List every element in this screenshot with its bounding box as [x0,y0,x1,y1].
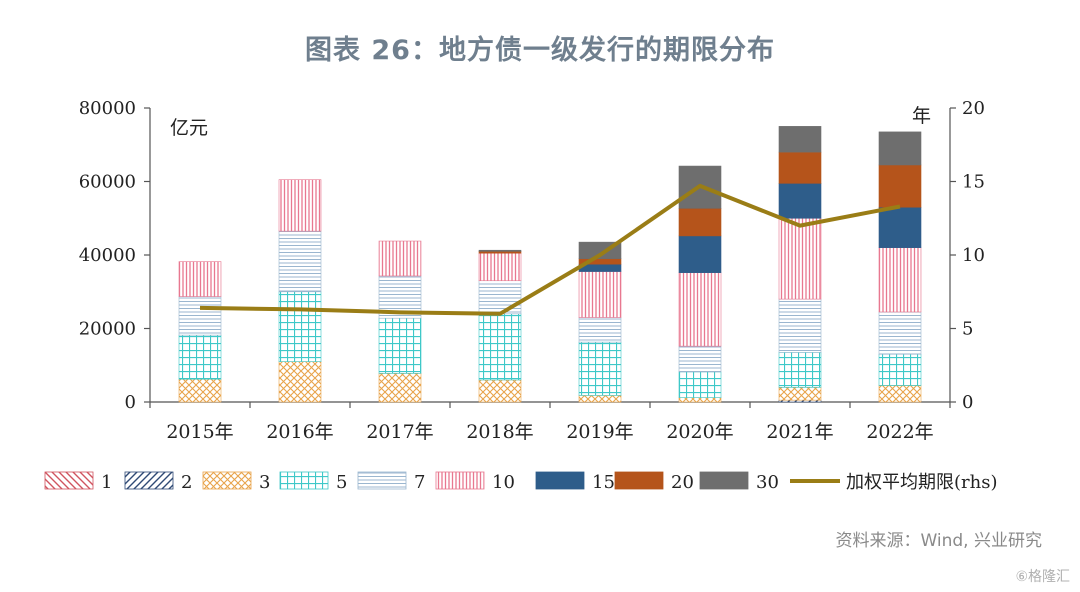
x-tick-label: 2022年 [866,421,933,443]
y-tick-label-left: 20000 [79,319,136,340]
legend-swatch [357,471,407,490]
bar-segment [778,386,822,401]
legend-swatch [435,471,485,490]
bar-segment [278,291,322,362]
x-tick-label: 2017年 [366,421,433,443]
bar-segment [378,240,422,277]
legend-swatch [44,471,94,490]
y-left-unit: 亿元 [170,117,208,139]
bar-segment [778,126,822,153]
watermark: ⑥格隆汇 [1015,569,1070,585]
bar-segment [878,131,922,166]
y-tick-label-right: 0 [962,392,973,413]
legend-label: 20 [671,472,694,493]
bar-segment [878,311,922,355]
bar-segment [178,296,222,336]
x-tick-label: 2021年 [766,421,833,443]
y-tick-label-left: 60000 [79,172,136,193]
chart-title: 图表 26：地方债一级发行的期限分布 [305,35,775,66]
bar-segment [278,179,322,232]
y-tick-label-left: 80000 [79,98,136,119]
y-tick-label-left: 40000 [79,245,136,266]
bar-segment [778,217,822,300]
legend-label: 10 [492,472,515,493]
legend-label: 15 [592,472,615,493]
bar-segment [578,317,622,343]
y-tick-label-right: 5 [962,319,973,340]
bar-segment [678,272,722,347]
legend-swatch [614,471,664,490]
bar-segment [678,208,722,237]
bar-segment [778,151,822,184]
y-right-unit: 年 [912,105,931,127]
legend-swatch [535,471,585,490]
legend-swatch [279,471,329,490]
bar-segment [278,230,322,293]
y-tick-label-right: 20 [962,98,985,119]
bar-segment [878,247,922,313]
y-tick-label-right: 15 [962,172,985,193]
bar-segment [378,373,422,403]
bar-segment [678,397,722,403]
bar-segment [278,361,322,403]
bar-segment [778,352,822,388]
bar-segment [478,249,522,252]
legend-label: 1 [101,472,112,493]
legend-swatch [699,471,749,490]
bar-segment [878,353,922,386]
source-note: 资料来源：Wind, 兴业研究 [835,531,1042,551]
legend-label: 5 [336,472,347,493]
legend-label: 7 [414,472,425,493]
x-tick-label: 2020年 [666,421,733,443]
legend-label: 3 [259,472,270,493]
legend-line-label: 加权平均期限(rhs) [846,472,997,493]
legend-swatch [124,471,174,490]
bar-segment [478,252,522,282]
x-tick-label: 2019年 [566,421,633,443]
bar-segment [578,341,622,396]
bar-segment [678,371,722,398]
bar-segment [478,313,522,381]
bar-segment [678,235,722,273]
avg-maturity-line [199,183,901,316]
bar-segment [378,317,422,374]
x-tick-label: 2015年 [166,421,233,443]
bar-segment [778,298,822,353]
legend-label: 30 [756,472,779,493]
bar-segment [578,395,622,403]
bar-segment [478,379,522,403]
bar-segment [178,378,222,403]
bar-segment [778,183,822,219]
bar-segment [678,345,722,373]
bar-segment [178,334,222,380]
x-tick-label: 2018年 [466,421,533,443]
y-tick-label-left: 0 [125,392,136,413]
bar-segment [878,164,922,208]
bar-segment [878,206,922,248]
bar-segment [878,385,922,403]
bar-segment [578,271,622,318]
x-tick-label: 2016年 [266,421,333,443]
bar-segment [178,261,222,297]
y-tick-label-right: 10 [962,245,985,266]
legend-swatch [202,471,252,490]
legend-label: 2 [181,472,192,493]
bar-segment [478,280,522,315]
